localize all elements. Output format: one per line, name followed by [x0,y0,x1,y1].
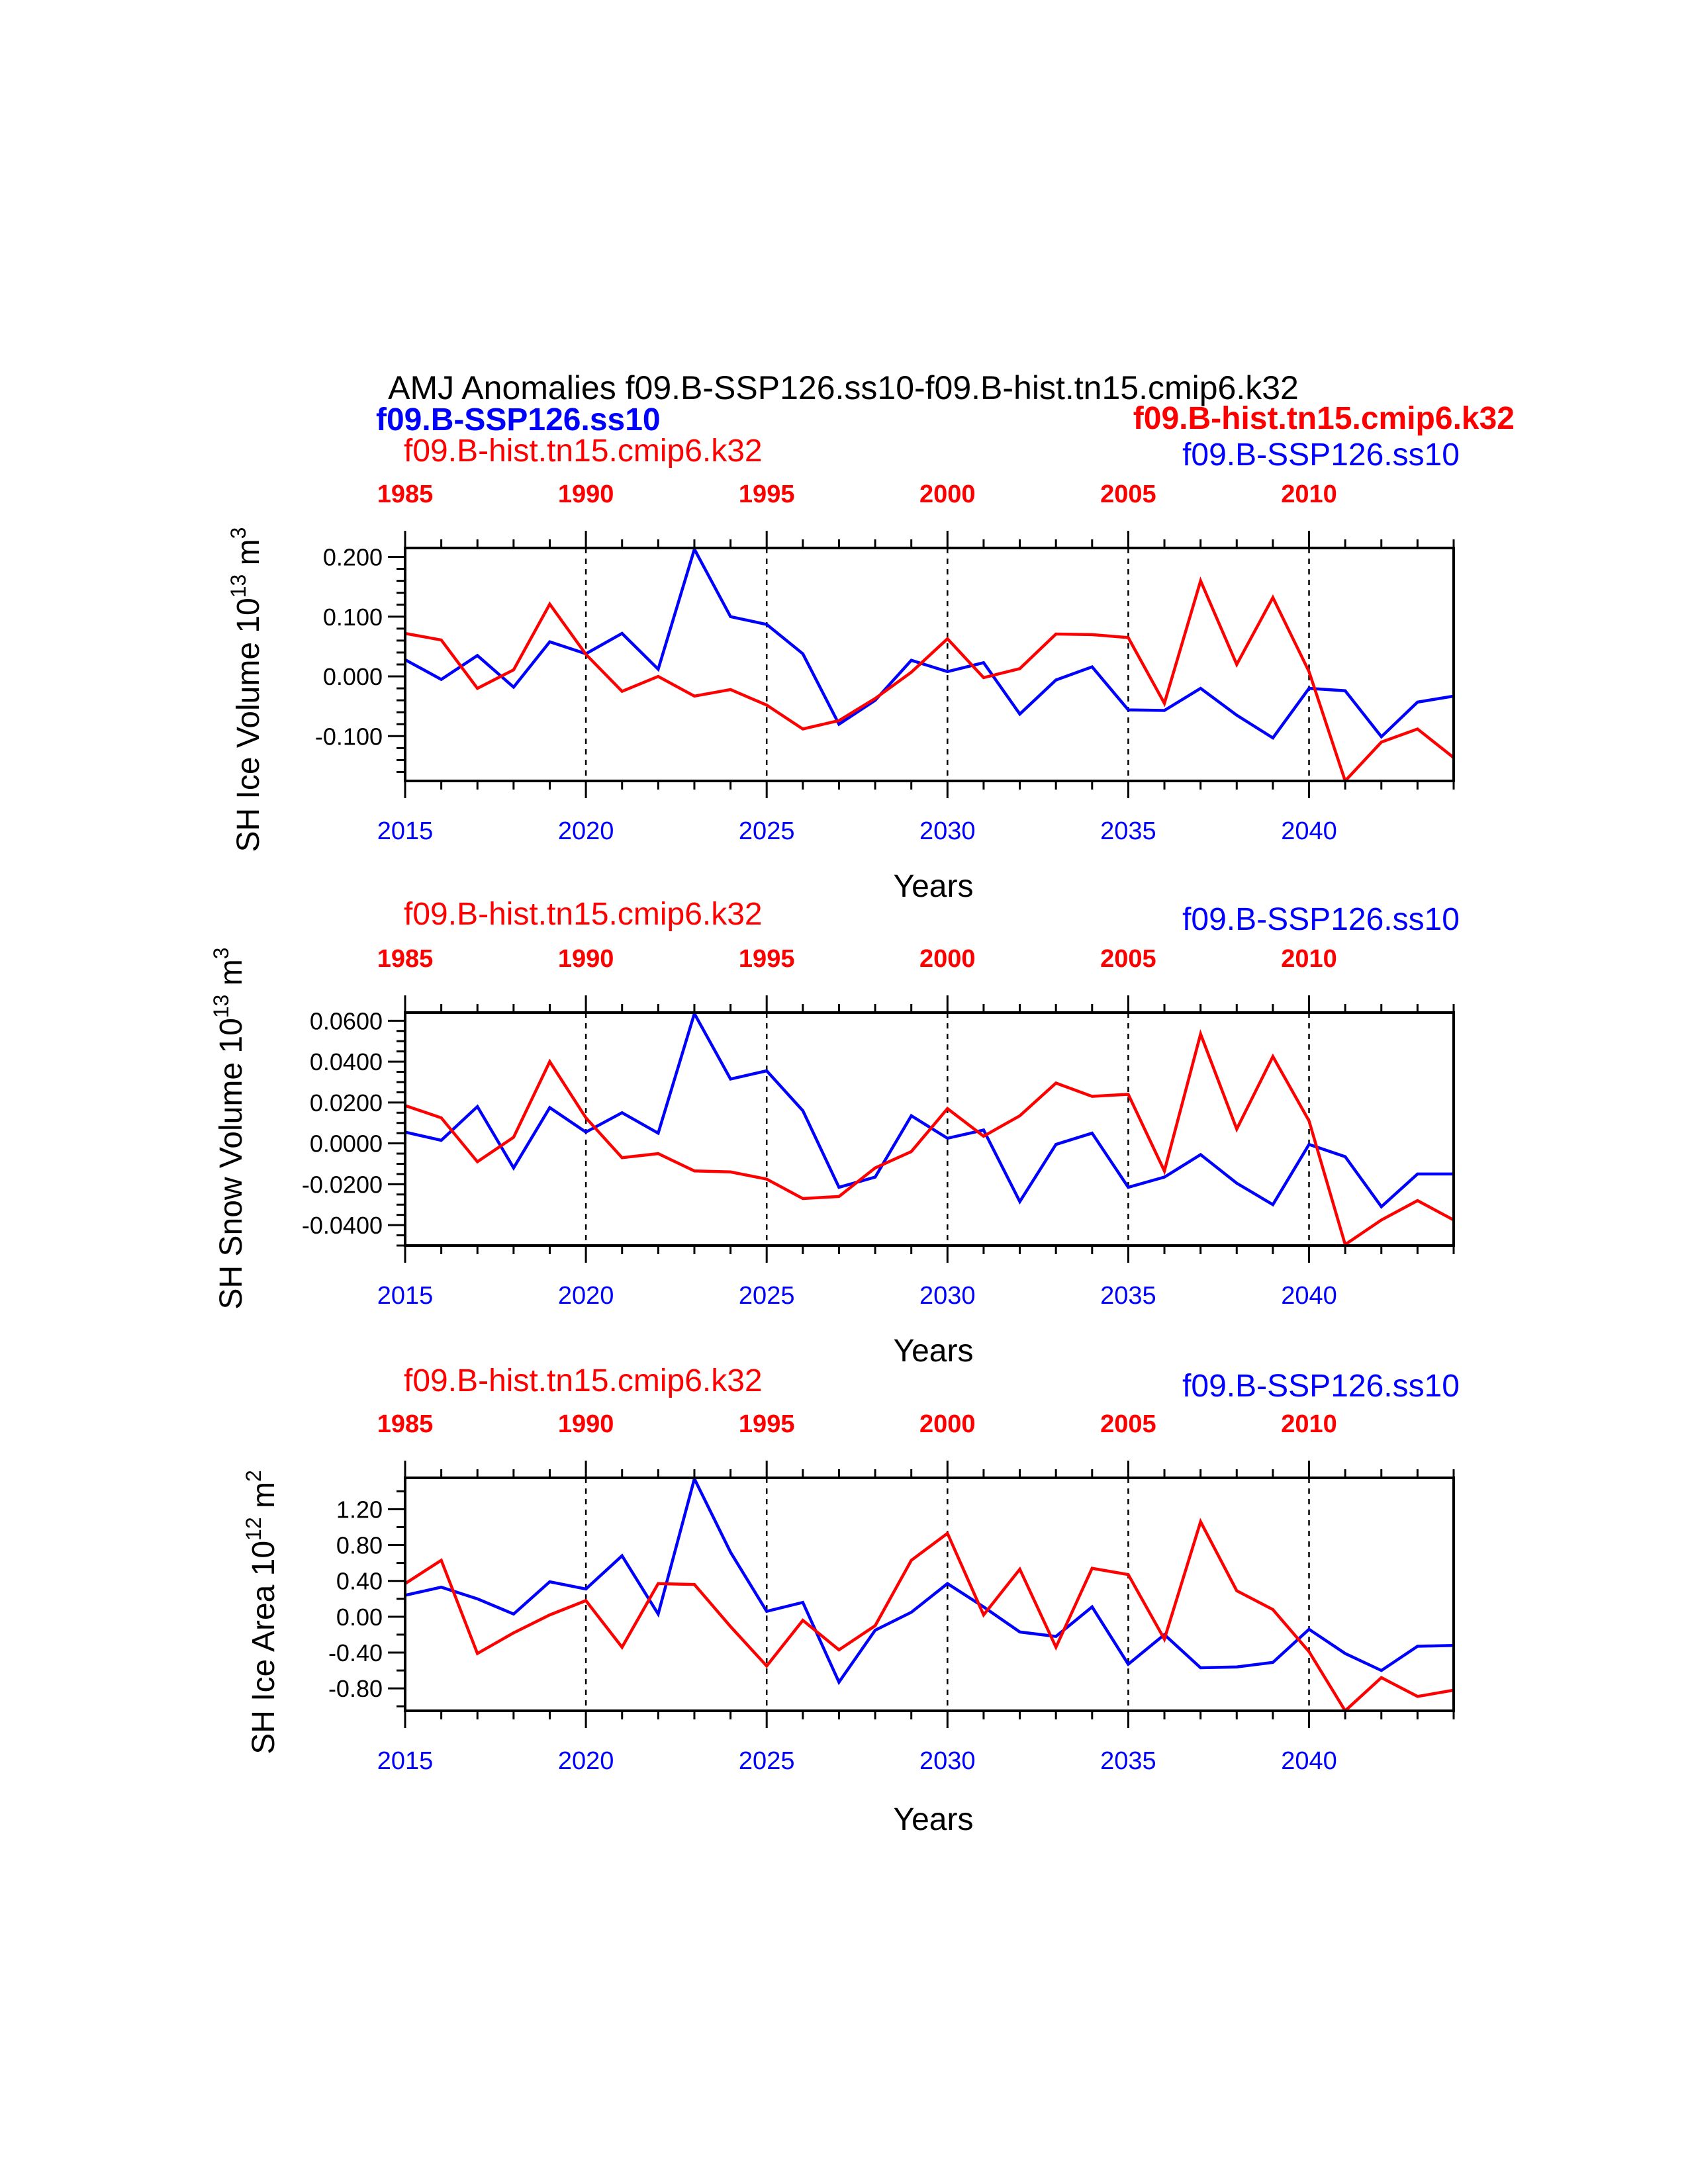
y-tick-labels: -0.100 0.000 0.100 0.200 [315,544,383,751]
x-tick-label-top: 1990 [558,945,614,973]
y-axis-label: SH Ice Volume 1013 m3 [226,527,266,852]
legend-left-hist: f09.B-hist.tn15.cmip6.k32 [404,433,763,469]
plot-frame [404,547,1455,782]
y-tick-label: -0.40 [328,1639,383,1666]
x-tick-label-bottom: 2035 [1100,817,1156,845]
x-tick-labels-top: 1985 1990 1995 2000 2005 2010 [377,945,1337,973]
legend-left-hist: f09.B-hist.tn15.cmip6.k32 [404,1363,763,1398]
x-tick-label-top: 2000 [919,480,976,508]
y-tick-label: -0.0200 [302,1171,383,1198]
x-tick-label-bottom: 2015 [377,1747,434,1775]
x-tick-label-top: 1995 [739,1410,795,1438]
legend-left-hist: f09.B-hist.tn15.cmip6.k32 [404,897,763,932]
x-tick-label-bottom: 2020 [558,817,614,845]
x-axis-label: Years [894,869,974,904]
x-tick-label-top: 1995 [739,945,795,973]
x-tick-label-top: 2000 [919,945,976,973]
y-axis-label: SH Snow Volume 1013 m3 [209,948,249,1310]
series-line-ssp126 [405,548,1454,741]
x-tick-label-top: 2010 [1281,945,1337,973]
x-tick-label-bottom: 2040 [1281,817,1337,845]
x-tick-label-top: 2010 [1281,1410,1337,1438]
x-tick-labels-bottom: 2015 2020 2025 2030 2035 2040 [377,1747,1337,1775]
x-axis-label: Years [894,1802,974,1837]
x-tick-label-top: 2005 [1100,1410,1156,1438]
y-tick-label: 0.40 [336,1568,383,1595]
plot-frame [404,1011,1455,1247]
x-tick-label-bottom: 2030 [919,1747,976,1775]
legend-right-ssp: f09.B-SSP126.ss10 [1182,437,1460,473]
header-left-series-name: f09.B-SSP126.ss10 [376,402,661,437]
figure-title: AMJ Anomalies f09.B-SSP126.ss10-f09.B-hi… [388,369,1299,406]
series-line-hist [405,1029,1454,1246]
x-tick-label-bottom: 2015 [377,817,434,845]
x-axis-label: Years [894,1334,974,1369]
y-tick-label: 0.0400 [310,1048,383,1075]
y-tick-label: 0.200 [323,544,383,571]
x-tick-label-top: 1995 [739,480,795,508]
y-tick-label: -0.100 [315,723,383,750]
x-tick-label-bottom: 2040 [1281,1747,1337,1775]
series-line-ssp126 [405,1478,1454,1686]
x-tick-label-bottom: 2040 [1281,1282,1337,1310]
panel-snow-volume: f09.B-hist.tn15.cmip6.k32 f09.B-SSP126.s… [209,897,1460,1369]
x-tick-label-bottom: 2015 [377,1282,434,1310]
x-tick-label-top: 1990 [558,1410,614,1438]
y-tick-labels: -0.80 -0.40 0.00 0.40 0.80 1.20 [328,1496,383,1702]
x-tick-label-top: 1990 [558,480,614,508]
x-tick-label-bottom: 2025 [739,817,795,845]
plot-frame [404,1477,1455,1712]
x-tick-labels-bottom: 2015 2020 2025 2030 2035 2040 [377,817,1337,845]
x-tick-label-bottom: 2030 [919,1282,976,1310]
series-line-hist [405,1518,1454,1711]
x-tick-labels-bottom: 2015 2020 2025 2030 2035 2040 [377,1282,1337,1310]
panel-ice-area: f09.B-hist.tn15.cmip6.k32 f09.B-SSP126.s… [242,1363,1460,1837]
x-tick-label-top: 1985 [377,480,434,508]
x-tick-label-bottom: 2025 [739,1282,795,1310]
x-tick-label-top: 1985 [377,1410,434,1438]
x-tick-label-bottom: 2035 [1100,1747,1156,1775]
x-tick-label-top: 2005 [1100,945,1156,973]
y-tick-label: 0.0200 [310,1089,383,1116]
x-tick-label-bottom: 2030 [919,817,976,845]
y-tick-label: 1.20 [336,1496,383,1523]
series-line-ssp126 [405,1013,1454,1209]
panel-ice-volume: f09.B-hist.tn15.cmip6.k32 f09.B-SSP126.s… [226,433,1460,904]
y-tick-label: 0.000 [323,663,383,690]
y-tick-label: -0.80 [328,1675,383,1702]
y-tick-label: 0.0600 [310,1007,383,1034]
x-tick-label-top: 1985 [377,945,434,973]
x-tick-labels-top: 1985 1990 1995 2000 2005 2010 [377,480,1337,508]
y-tick-label: -0.0400 [302,1212,383,1239]
y-tick-label: 0.0000 [310,1130,383,1158]
y-tick-label: 0.100 [323,604,383,631]
y-tick-labels: -0.0400 -0.0200 0.0000 0.0200 0.0400 0.0… [302,1007,383,1239]
series-line-hist [405,576,1454,781]
x-tick-labels-top: 1985 1990 1995 2000 2005 2010 [377,1410,1337,1438]
x-tick-label-top: 2005 [1100,480,1156,508]
x-tick-label-top: 2010 [1281,480,1337,508]
x-tick-label-bottom: 2035 [1100,1282,1156,1310]
legend-right-ssp: f09.B-SSP126.ss10 [1182,902,1460,937]
x-tick-label-top: 2000 [919,1410,976,1438]
y-axis-label: SH Ice Area 1012 m2 [242,1470,281,1754]
x-tick-label-bottom: 2020 [558,1747,614,1775]
x-tick-label-bottom: 2025 [739,1747,795,1775]
legend-right-ssp: f09.B-SSP126.ss10 [1182,1369,1460,1404]
y-tick-label: 0.80 [336,1532,383,1559]
y-tick-label: 0.00 [336,1604,383,1631]
header-right-series-name: f09.B-hist.tn15.cmip6.k32 [1133,401,1515,436]
x-tick-label-bottom: 2020 [558,1282,614,1310]
